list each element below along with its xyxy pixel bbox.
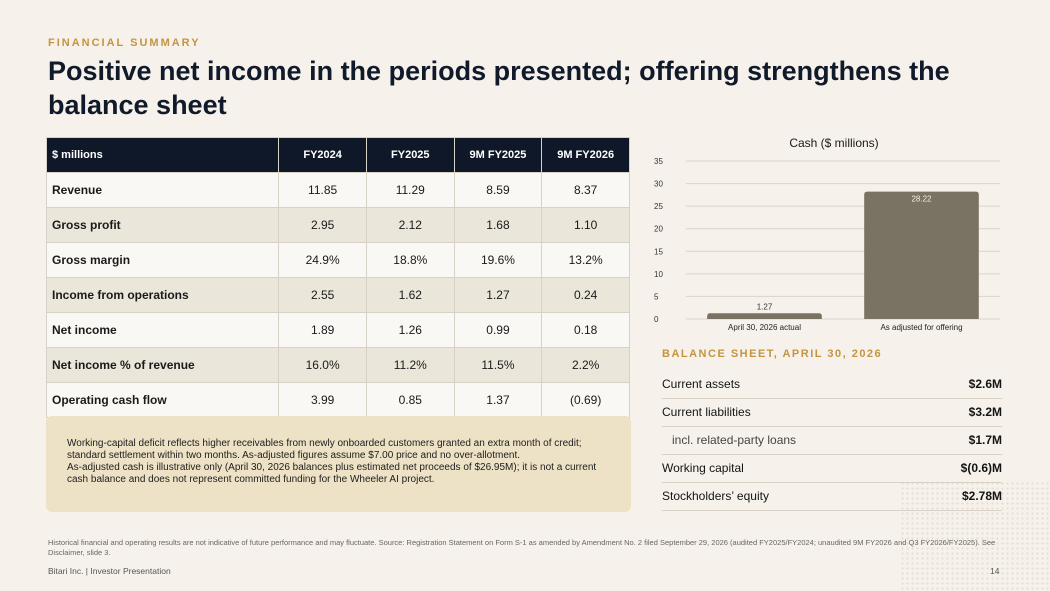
table-cell: 0.99 <box>453 312 543 348</box>
column-header: 9M FY2025 <box>453 137 543 173</box>
balance-sheet-title: BALANCE SHEET, APRIL 30, 2026 <box>662 348 883 360</box>
y-tick-label: 5 <box>654 292 659 301</box>
balance-sheet-label: Working capital <box>662 461 744 475</box>
table-cell: 1.62 <box>365 277 455 313</box>
table-cell: 2.95 <box>278 207 367 243</box>
row-label: Revenue <box>45 172 280 208</box>
table-cell: 8.37 <box>541 172 630 208</box>
data-label: 28.22 <box>911 195 932 204</box>
balance-sheet-row: incl. related-party loans $1.7M <box>662 426 1002 455</box>
table-cell: 0.85 <box>365 382 455 418</box>
table-cell: 18.8% <box>365 242 455 278</box>
table-cell: 13.2% <box>541 242 630 278</box>
y-tick-label: 0 <box>654 315 659 324</box>
table-row: Operating cash flow 3.99 0.85 1.37 (0.69… <box>45 382 630 418</box>
y-tick-label: 25 <box>654 202 663 211</box>
balance-sheet-value: $2.6M <box>968 377 1002 391</box>
table-cell: 2.12 <box>365 207 455 243</box>
column-header: FY2025 <box>365 137 455 173</box>
balance-sheet-row: Current assets $2.6M <box>662 370 1002 399</box>
balance-sheet-row: Working capital $(0.6)M <box>662 454 1002 483</box>
footer-label: Bitari Inc. | Investor Presentation <box>48 566 171 576</box>
section-eyebrow: FINANCIAL SUMMARY <box>48 37 201 49</box>
row-label: Operating cash flow <box>45 382 280 418</box>
column-header: $ millions <box>45 137 280 173</box>
column-header: 9M FY2026 <box>541 137 630 173</box>
table-cell: 0.24 <box>541 277 630 313</box>
source-footnote: Historical financial and operating resul… <box>48 538 996 557</box>
note-paragraph-1: Working-capital deficit reflects higher … <box>67 438 582 461</box>
x-tick-label: April 30, 2026 actual <box>728 323 801 332</box>
cash-bar-chart: Cash ($ millions) 0 5 10 15 20 25 30 35 1.27 Apri… <box>654 136 1000 332</box>
data-label: 1.27 <box>757 302 773 311</box>
balance-sheet-value: $(0.6)M <box>960 461 1002 475</box>
bar <box>864 191 979 319</box>
bar <box>707 313 822 319</box>
x-tick-label: As adjusted for offering <box>880 323 962 332</box>
balance-sheet-row: Stockholders’ equity $2.78M <box>662 482 1002 511</box>
balance-sheet-label: Stockholders’ equity <box>662 489 769 503</box>
column-header: FY2024 <box>278 137 367 173</box>
table-row: Revenue 11.85 11.29 8.59 8.37 <box>45 172 630 208</box>
table-cell: 19.6% <box>453 242 543 278</box>
working-capital-note: Working-capital deficit reflects higher … <box>46 416 631 512</box>
table-cell: 1.27 <box>453 277 543 313</box>
y-tick-label: 10 <box>654 270 663 279</box>
table-row: Gross margin 24.9% 18.8% 19.6% 13.2% <box>45 242 630 278</box>
table-cell: 1.68 <box>453 207 543 243</box>
table-row: Income from operations 2.55 1.62 1.27 0.… <box>45 277 630 313</box>
row-label: Net income % of revenue <box>45 347 280 383</box>
table-cell: 1.89 <box>278 312 367 348</box>
table-row: Gross profit 2.95 2.12 1.68 1.10 <box>45 207 630 243</box>
row-label: Gross profit <box>45 207 280 243</box>
table-cell: 1.10 <box>541 207 630 243</box>
decorative-dot-pattern <box>900 481 1050 591</box>
table-cell: 1.26 <box>365 312 455 348</box>
row-label: Net income <box>45 312 280 348</box>
page-number: 14 <box>990 566 1000 576</box>
financial-summary-table: $ millions FY2024 FY2025 9M FY2025 9M FY… <box>45 137 630 418</box>
row-label: Gross margin <box>45 242 280 278</box>
table-header-row: $ millions FY2024 FY2025 9M FY2025 9M FY… <box>45 137 630 173</box>
table-cell: 0.18 <box>541 312 630 348</box>
y-tick-label: 30 <box>654 180 663 189</box>
table-cell: 8.59 <box>453 172 543 208</box>
table-cell: 11.29 <box>365 172 455 208</box>
balance-sheet-row: Current liabilities $3.2M <box>662 398 1002 427</box>
y-tick-label: 20 <box>654 225 663 234</box>
table-cell: 11.5% <box>453 347 543 383</box>
table-cell: 2.2% <box>541 347 630 383</box>
y-tick-label: 15 <box>654 247 663 256</box>
table-row: Net income % of revenue 16.0% 11.2% 11.5… <box>45 347 630 383</box>
balance-sheet-value: $1.7M <box>968 433 1002 447</box>
note-paragraph-2: As-adjusted cash is illustrative only (A… <box>67 462 597 485</box>
table-cell: 11.2% <box>365 347 455 383</box>
table-row: Net income 1.89 1.26 0.99 0.18 <box>45 312 630 348</box>
table-cell: 3.99 <box>278 382 367 418</box>
balance-sheet-label: Current liabilities <box>662 405 751 419</box>
row-label: Income from operations <box>45 277 280 313</box>
table-cell: 2.55 <box>278 277 367 313</box>
table-cell: 16.0% <box>278 347 367 383</box>
table-cell: 11.85 <box>278 172 367 208</box>
balance-sheet-value: $2.78M <box>961 489 1002 503</box>
balance-sheet-label: Current assets <box>662 377 741 391</box>
table-cell: 24.9% <box>278 242 367 278</box>
table-cell: 1.37 <box>453 382 543 418</box>
balance-sheet-value: $3.2M <box>968 405 1002 419</box>
chart-title: Cash ($ millions) <box>789 136 878 150</box>
balance-sheet-label: incl. related-party loans <box>672 433 797 447</box>
slide-title: Positive net income in the periods prese… <box>48 56 950 120</box>
table-cell: (0.69) <box>541 382 630 418</box>
y-tick-label: 35 <box>654 157 663 166</box>
